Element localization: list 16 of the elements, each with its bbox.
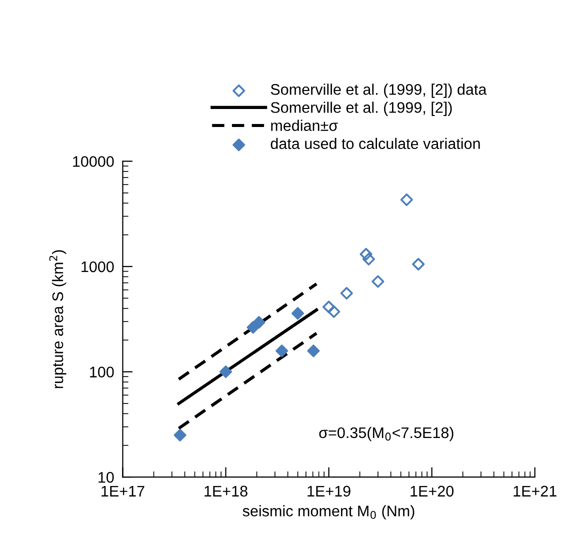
- y-tick-label: 10: [98, 472, 114, 483]
- legend-label: median±σ: [271, 120, 338, 131]
- legend-label: Somerville et al. (1999, [2]) data: [270, 84, 487, 98]
- annotation: σ=0.35(M$_{0}$<7.5E18): [319, 426, 454, 442]
- x-tick-label: 1E+20: [410, 486, 454, 497]
- y-tick-label: 100: [90, 366, 114, 378]
- x-tick-label: 1E+18: [204, 486, 248, 497]
- legend-label: Somerville et al. (1999, [2]): [270, 102, 452, 116]
- y-axis-title: rupture area S (km$^{2}$): [49, 250, 66, 388]
- legend-label: data used to calculate variation: [270, 138, 480, 150]
- x-axis-title: seismic moment M$_{0}$ (Nm): [242, 505, 414, 520]
- y-tick-label: 10000: [73, 156, 114, 167]
- x-tick-label: 1E+21: [514, 486, 556, 496]
- y-tick-label: 1000: [82, 261, 114, 272]
- x-tick-label: 1E+17: [102, 486, 144, 496]
- x-tick-label: 1E+19: [308, 486, 350, 497]
